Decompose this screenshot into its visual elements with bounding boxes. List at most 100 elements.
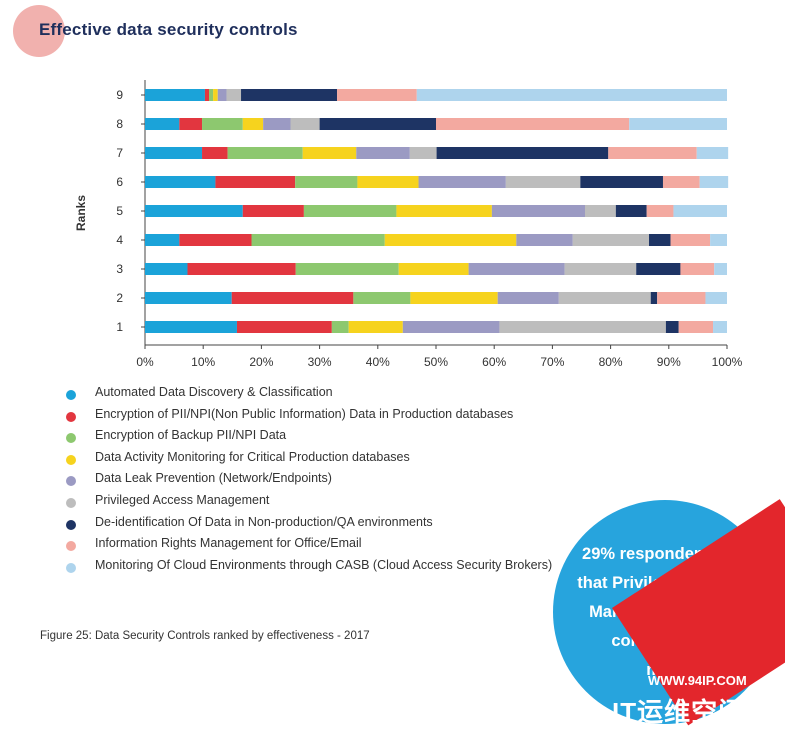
title-decor-dot bbox=[13, 5, 65, 57]
y-tick-label: 5 bbox=[116, 204, 123, 218]
bar-segment bbox=[290, 118, 320, 130]
legend-swatch bbox=[66, 519, 76, 530]
x-tick-label: 60% bbox=[482, 355, 506, 369]
legend-label: Encryption of PII/NPI(Non Public Informa… bbox=[95, 406, 514, 421]
bar-segment bbox=[242, 118, 264, 130]
bar-segment bbox=[670, 234, 711, 246]
bar-segment bbox=[319, 118, 436, 130]
legend-swatch bbox=[66, 411, 76, 422]
bar-segment bbox=[468, 263, 565, 275]
y-tick-label: 3 bbox=[116, 262, 123, 276]
x-tick-label: 80% bbox=[599, 355, 623, 369]
bar-segment bbox=[204, 89, 210, 101]
bar-segment bbox=[491, 205, 585, 217]
bar-segment bbox=[213, 89, 218, 101]
bar-segment bbox=[145, 118, 180, 130]
y-tick-label: 1 bbox=[116, 320, 123, 334]
legend-label: Data Activity Monitoring for Critical Pr… bbox=[95, 449, 410, 464]
page-title: Effective data security controls bbox=[39, 20, 298, 39]
bar-segment bbox=[145, 89, 205, 101]
bar-segment bbox=[295, 263, 399, 275]
bar-segment bbox=[499, 321, 666, 333]
legend-label: Encryption of Backup PII/NPI Data bbox=[95, 428, 287, 443]
legend-label: Automated Data Discovery & Classificatio… bbox=[95, 385, 333, 399]
bar-segment bbox=[699, 176, 729, 188]
bar-segment bbox=[696, 147, 729, 159]
x-tick-label: 20% bbox=[249, 355, 273, 369]
y-axis-label: Ranks bbox=[74, 195, 88, 231]
x-tick-label: 0% bbox=[136, 355, 154, 369]
bar-segment bbox=[516, 234, 573, 246]
bar-segment bbox=[418, 176, 506, 188]
bar-segment bbox=[497, 292, 559, 304]
bar-segment bbox=[145, 321, 237, 333]
bar-segment bbox=[331, 321, 349, 333]
bar-segment bbox=[242, 205, 304, 217]
y-tick-label: 9 bbox=[116, 88, 123, 102]
y-tick-label: 8 bbox=[116, 117, 123, 131]
y-tick-label: 6 bbox=[116, 175, 123, 189]
bar-segment bbox=[217, 89, 227, 101]
x-tick-label: 40% bbox=[366, 355, 390, 369]
bar-segment bbox=[665, 321, 679, 333]
bar-segment bbox=[710, 234, 727, 246]
watermark-url: WWW.94IP.COM bbox=[648, 673, 747, 688]
bar-segment bbox=[263, 118, 291, 130]
bar-segment bbox=[558, 292, 651, 304]
legend-label: Information Rights Management for Office… bbox=[95, 536, 362, 551]
legend-swatch bbox=[66, 541, 76, 552]
bar-segment bbox=[402, 321, 500, 333]
bar-segment bbox=[650, 292, 658, 304]
x-tick-label: 70% bbox=[540, 355, 564, 369]
bar-segment bbox=[436, 147, 609, 159]
bar-segment bbox=[145, 263, 188, 275]
bar-segment bbox=[505, 176, 581, 188]
x-tick-label: 90% bbox=[657, 355, 681, 369]
bar-segment bbox=[187, 263, 296, 275]
bar-segment bbox=[357, 176, 419, 188]
bar-segment bbox=[396, 205, 492, 217]
bar-segment bbox=[145, 176, 216, 188]
bar-segment bbox=[436, 118, 630, 130]
bar-segment bbox=[678, 321, 714, 333]
bar-segment bbox=[662, 176, 700, 188]
bar-segment bbox=[145, 205, 243, 217]
bar-segment bbox=[302, 147, 357, 159]
bar-segment bbox=[215, 176, 296, 188]
bar-segment bbox=[409, 147, 437, 159]
bar-segment bbox=[416, 89, 727, 101]
bar-segment bbox=[398, 263, 469, 275]
bar-segment bbox=[713, 321, 727, 333]
bar-segment bbox=[564, 263, 637, 275]
bar-segment bbox=[410, 292, 498, 304]
bar-segment bbox=[145, 292, 232, 304]
bar-segment bbox=[241, 89, 338, 101]
bar-segment bbox=[348, 321, 403, 333]
bar-segment bbox=[629, 118, 727, 130]
bar-segment bbox=[680, 263, 715, 275]
bar-segment bbox=[384, 234, 517, 246]
bar-segment bbox=[202, 118, 243, 130]
bar-segment bbox=[209, 89, 214, 101]
legend-swatch bbox=[66, 390, 76, 400]
bar-segment bbox=[179, 234, 252, 246]
bar-segment bbox=[202, 147, 228, 159]
bar-segment bbox=[145, 147, 203, 159]
bar-segment bbox=[584, 205, 616, 217]
legend-swatch bbox=[66, 497, 76, 508]
bar-segment bbox=[580, 176, 663, 188]
bar-segment bbox=[705, 292, 727, 304]
legend-label: Monitoring Of Cloud Environments through… bbox=[95, 557, 553, 572]
y-tick-label: 4 bbox=[116, 233, 123, 247]
bar-segment bbox=[251, 234, 385, 246]
y-tick-label: 2 bbox=[116, 291, 123, 305]
legend-label: De-identification Of Data in Non-product… bbox=[95, 514, 433, 529]
bar-segment bbox=[608, 147, 697, 159]
x-tick-label: 10% bbox=[191, 355, 215, 369]
bar-segment bbox=[227, 147, 303, 159]
legend-label: Data Leak Prevention (Network/Endpoints) bbox=[95, 471, 332, 486]
bar-segment bbox=[337, 89, 417, 101]
bar-segment bbox=[353, 292, 411, 304]
bar-segment bbox=[303, 205, 397, 217]
figure-caption: Figure 25: Data Security Controls ranked… bbox=[40, 630, 370, 642]
